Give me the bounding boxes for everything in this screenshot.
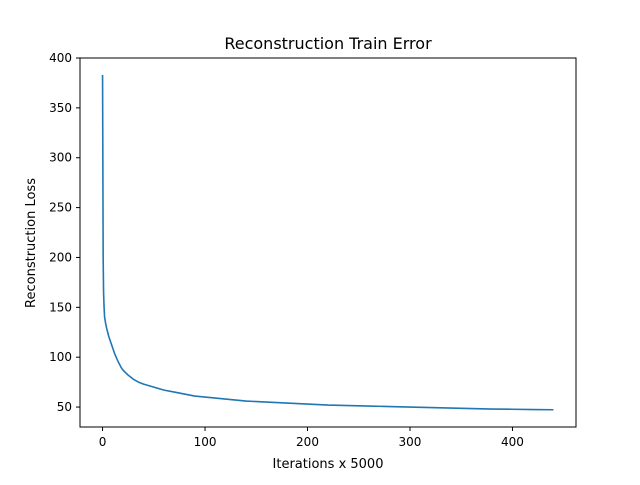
chart-title: Reconstruction Train Error bbox=[224, 34, 432, 53]
y-tick-label: 300 bbox=[49, 151, 72, 165]
y-tick-label: 350 bbox=[49, 101, 72, 115]
y-tick-label: 50 bbox=[57, 400, 72, 414]
y-tick-label: 200 bbox=[49, 250, 72, 264]
x-tick-label: 200 bbox=[296, 435, 319, 449]
y-tick-label: 400 bbox=[49, 51, 72, 65]
y-tick-label: 250 bbox=[49, 201, 72, 215]
x-tick-label: 0 bbox=[99, 435, 107, 449]
axis-ticks: 0 100 200 300 400 50 100 150 200 250 300 350 400 bbox=[49, 51, 524, 449]
series-line bbox=[101, 74, 554, 411]
y-tick-label: 100 bbox=[49, 350, 72, 364]
plot-frame bbox=[79, 57, 577, 428]
y-axis-label: Reconstruction Loss bbox=[24, 178, 39, 308]
x-tick-label: 100 bbox=[194, 435, 217, 449]
y-tick-label: 150 bbox=[49, 300, 72, 314]
series-layer bbox=[101, 74, 554, 411]
x-tick-label: 400 bbox=[501, 435, 524, 449]
x-tick-label: 300 bbox=[399, 435, 422, 449]
x-axis-label: Iterations x 5000 bbox=[273, 457, 384, 472]
